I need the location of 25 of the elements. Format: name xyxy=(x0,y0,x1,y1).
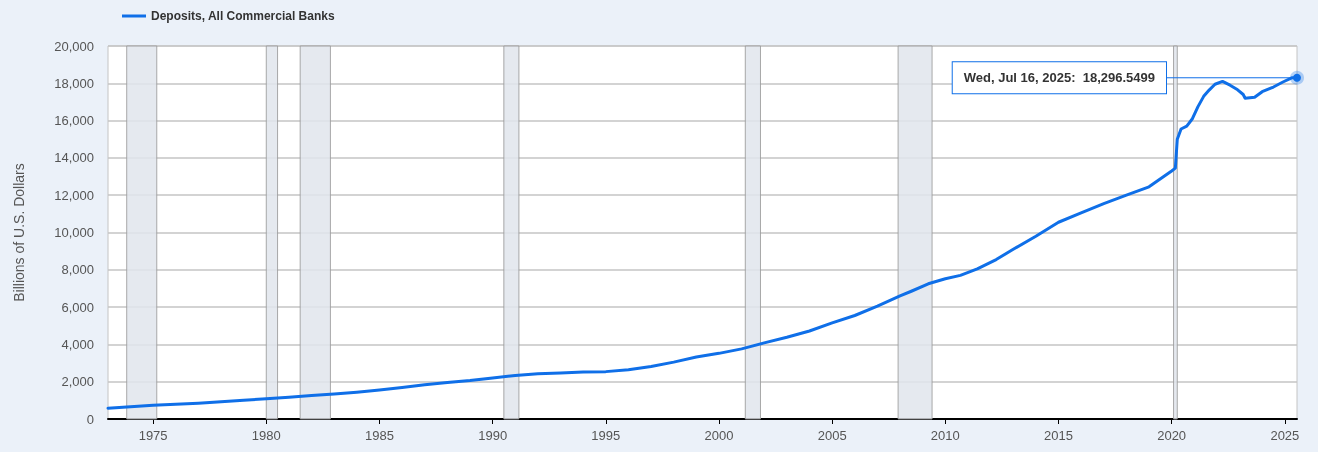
y-axis-title: Billions of U.S. Dollars xyxy=(11,163,27,302)
x-tick-label: 1985 xyxy=(365,428,394,443)
x-tick-label: 2005 xyxy=(817,428,847,443)
y-tick-label: 2,000 xyxy=(61,374,94,390)
y-tick-label: 6,000 xyxy=(61,299,94,315)
y-tick-label: 20,000 xyxy=(54,38,94,54)
x-tick-label: 2015 xyxy=(1044,428,1073,443)
y-tick-label: 12,000 xyxy=(54,187,94,203)
y-tick-label: 16,000 xyxy=(54,113,94,129)
y-tick-label: 0 xyxy=(86,411,94,427)
y-tick-label: 4,000 xyxy=(61,336,94,352)
x-tick-label: 1980 xyxy=(251,428,281,443)
annotation: Wed, Jul 16, 2025: 18,296.5499 xyxy=(963,70,1155,86)
x-tick-label: 2010 xyxy=(930,428,960,443)
y-tick-label: 10,000 xyxy=(54,225,94,240)
y-tick-label: 8,000 xyxy=(61,262,94,278)
x-tick-label: 1995 xyxy=(591,428,621,443)
y-tick-label: 18,000 xyxy=(54,75,94,91)
x-tick-label: 1990 xyxy=(478,428,508,443)
y-tick-label: 14,000 xyxy=(54,150,94,166)
x-tick-label: 1975 xyxy=(138,428,168,443)
x-tick-label: 2020 xyxy=(1157,428,1187,443)
legend-label: Deposits, All Commercial Banks xyxy=(151,9,335,23)
x-tick-label: 2025 xyxy=(1270,428,1300,443)
x-tick-label: 2000 xyxy=(704,428,734,443)
